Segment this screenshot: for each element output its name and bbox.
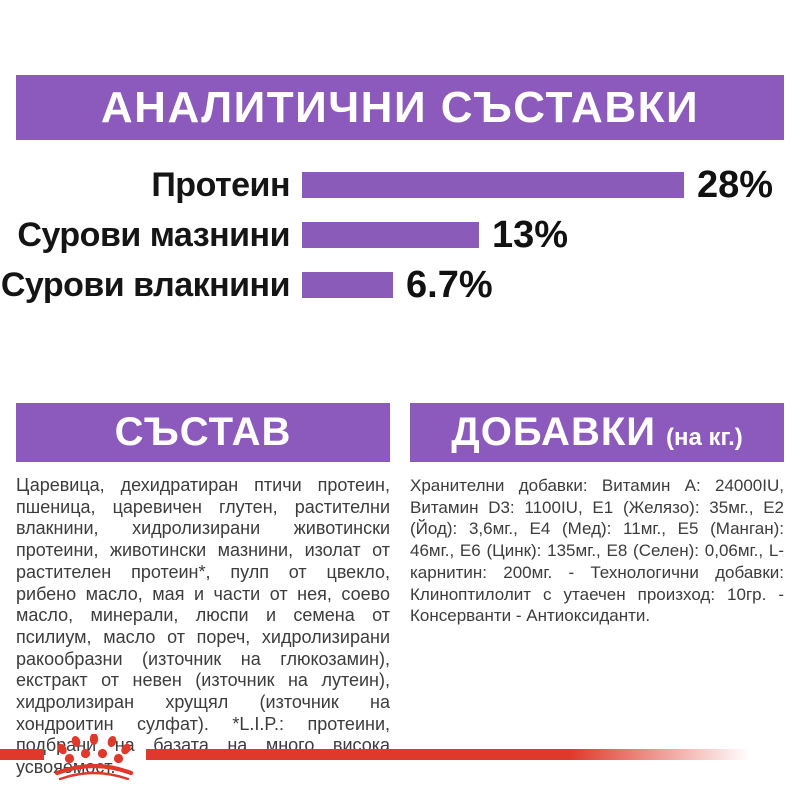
chart-bar [302,272,393,298]
analytical-constituents-banner: АНАЛИТИЧНИ СЪСТАВКИ [16,75,784,140]
chart-bar-value: 6.7% [406,263,493,306]
additives-header-label: ДОБАВКИ [451,410,656,454]
composition-text: Царевица, дехидратиран птичи протеин, пш… [16,475,390,778]
chart-bar [302,172,684,198]
nutrient-bar-chart: Протеин 28% Сурови мазнини 13% Сурови вл… [0,160,800,310]
analytical-constituents-title: АНАЛИТИЧНИ СЪСТАВКИ [100,82,700,132]
composition-header: СЪСТАВ [16,403,390,462]
chart-row-protein: Протеин 28% [0,160,800,210]
footer-accent-line-left [0,749,44,760]
footer-accent-line-right [146,749,750,760]
info-sections: СЪСТАВ Царевица, дехидратиран птичи прот… [16,403,784,797]
additives-text: Хранителни добавки: Витамин A: 24000IU, … [410,476,784,626]
chart-bar-value: 28% [697,163,774,206]
chart-bar-label: Протеин [151,165,290,204]
chart-bar-value: 13% [492,213,569,256]
composition-section: СЪСТАВ Царевица, дехидратиран птичи прот… [16,403,390,797]
chart-bar-label: Сурови мазнини [17,215,290,254]
chart-row-crude-fat: Сурови мазнини 13% [0,210,800,260]
additives-header: ДОБАВКИ (на кг.) [410,403,784,462]
composition-header-label: СЪСТАВ [114,410,292,454]
chart-bar [302,222,479,248]
additives-section: ДОБАВКИ (на кг.) Хранителни добавки: Вит… [410,403,784,797]
additives-header-suffix: (на кг.) [666,424,743,451]
royal-canin-crown-icon [50,734,138,780]
chart-row-crude-fibre: Сурови влакнини 6.7% [0,260,800,310]
chart-bar-label: Сурови влакнини [0,265,291,304]
